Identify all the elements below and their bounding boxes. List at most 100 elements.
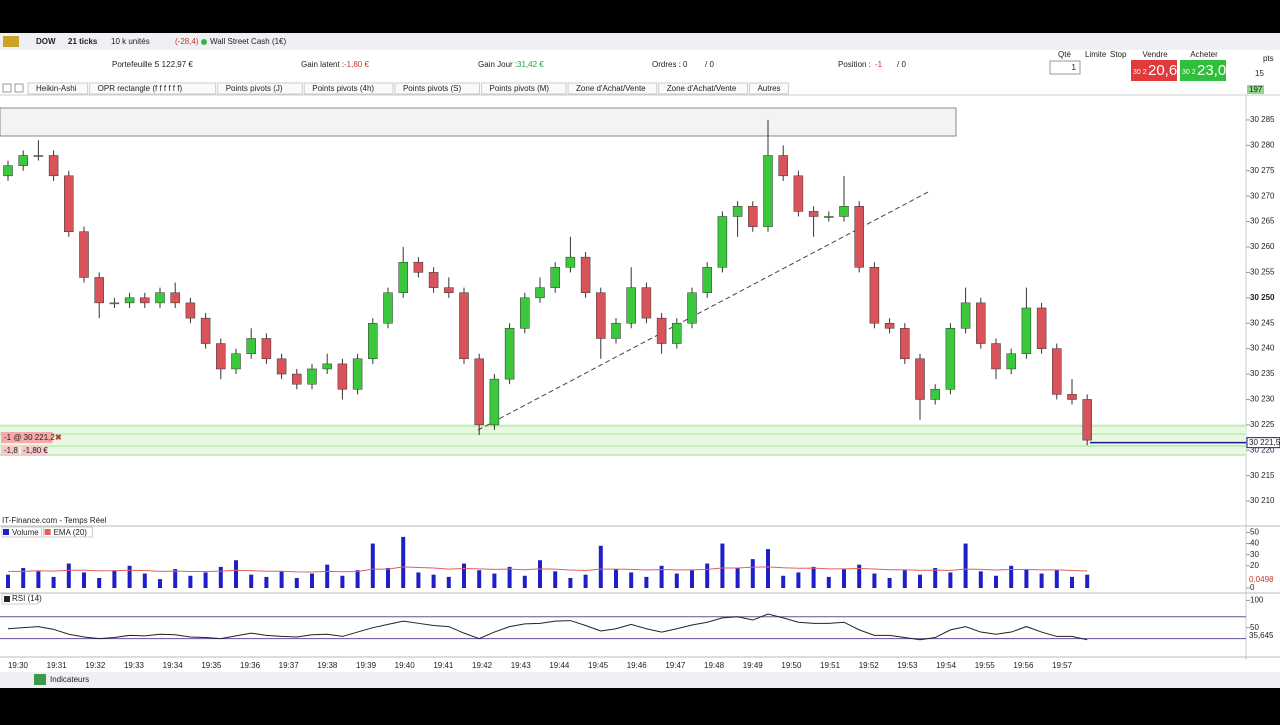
candle-body [307,368,317,385]
sell-button[interactable] [1131,60,1177,81]
volume-bar [507,566,512,588]
indicator-label: Zone d'Achat/Vente [667,84,737,93]
instrument: Wall Street Cash (1€) [210,37,287,46]
indicator-label: Zone d'Achat/Vente [576,84,646,93]
volume-bar [462,563,466,588]
volume-bar [1054,570,1059,588]
x-tick-label: 19:30 [8,661,29,670]
volume-bar [705,563,710,588]
orders: 0 [683,60,688,69]
y-tick-label: 40 [1250,539,1259,548]
candle-body [185,302,196,319]
x-tick-label: 19:39 [356,661,377,670]
y-tick-label: 30 255 [1250,267,1275,276]
volume-bar [659,565,664,588]
stop-label[interactable]: Stop [1110,50,1127,59]
indicator-chip[interactable] [27,82,89,95]
order-tag[interactable] [1,432,53,443]
x-tick-label: 19:41 [433,661,454,670]
candle-body [18,155,28,166]
candle-body [489,378,500,426]
rsi-label: 35,645 [1249,631,1274,640]
units[interactable]: 10 k unités [111,37,150,46]
x-tick-label: 19:36 [240,661,261,670]
x-tick-label: 19:51 [820,661,841,670]
y-tick-label: 30 240 [1250,344,1275,353]
candle-body [140,297,150,304]
volume-bar [127,565,132,588]
candle-body [368,322,378,360]
volume-bar [340,575,345,588]
volume-bar [963,543,968,588]
volume-bar [310,573,314,588]
x-tick-label: 19:54 [936,661,957,670]
candle-body [216,343,226,370]
candle-body [1036,307,1047,349]
x-tick-label: 19:48 [704,661,725,670]
indicator-chip[interactable] [303,82,394,95]
indicator-chip[interactable] [89,82,217,95]
legend-box [43,526,93,538]
sell-label: Vendre [1142,50,1168,59]
indicator-chip[interactable] [658,82,748,95]
symbol[interactable]: DOW [36,37,56,46]
candle-body [276,358,287,375]
indicator-chip[interactable] [567,82,658,95]
volume-bar [857,564,862,588]
candle-body [732,206,743,217]
volume-bar [325,564,330,588]
volume-bar [294,578,299,588]
candle-body [930,389,940,400]
legend-label: RSI (14) [12,594,42,603]
x-tick-label: 19:45 [588,661,609,670]
indicators-icon[interactable] [34,674,46,685]
x-tick-label: 19:43 [511,661,532,670]
ema-label: 0,0498 [1249,575,1274,584]
volume-bar [948,572,953,588]
candle-body [596,292,606,339]
indicator-chip[interactable] [481,82,567,95]
volume-bar [66,563,71,588]
indicator-toggle[interactable] [2,83,12,93]
candle-body [200,317,211,344]
indicator-chip[interactable] [217,82,303,95]
legend-label: Volume [12,528,39,537]
position-total: / 0 [897,60,906,69]
y-tick-label: 30 280 [1250,140,1275,149]
candle-body [824,216,834,218]
indicator-chip[interactable] [748,82,789,95]
volume-bar [97,578,102,588]
volume-bar [446,576,451,588]
indicator-chip[interactable] [394,82,481,95]
volume-bar [629,572,634,588]
x-tick-label: 19:56 [1013,661,1034,670]
candle-body [33,155,44,157]
order-cancel[interactable]: ✖ [55,433,62,442]
candle-body [1067,394,1077,400]
ticks[interactable]: 21 ticks [68,37,98,46]
limit-label[interactable]: Limite [1085,50,1107,59]
candle-body [337,363,348,390]
candle-body [352,358,363,390]
order-points-tag [1,446,19,456]
qty-input[interactable] [1049,60,1081,75]
volume-bar [690,570,694,588]
candle-body [991,343,1001,370]
buy-prefix: 30 2 [1182,69,1196,76]
y-tick-label: 30 225 [1250,420,1275,429]
candle-body [580,256,591,293]
volume-bar [249,574,254,588]
volume-bar [720,543,725,588]
candle-body [444,287,454,293]
candle-body [48,155,59,177]
candle-body [398,261,408,293]
buy-button[interactable] [1180,60,1226,81]
candle-body [94,277,104,304]
candle-body [763,155,773,227]
indicators-button[interactable]: Indicateurs [50,675,89,684]
y-tick-label: 20 [1250,561,1259,570]
volume-bar [1070,576,1074,588]
legend-swatch [3,529,9,535]
indicator-toggle[interactable] [14,83,24,93]
volume-bar [887,578,892,588]
